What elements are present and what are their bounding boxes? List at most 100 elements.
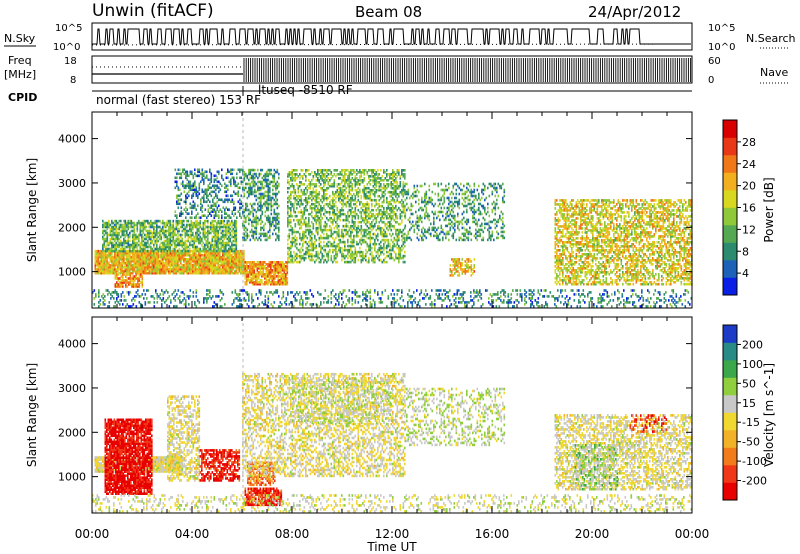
- data-cell: [220, 243, 223, 247]
- data-cell: [225, 265, 227, 269]
- data-cell: [383, 190, 385, 194]
- data-cell: [350, 196, 352, 200]
- data-cell: [293, 194, 295, 198]
- data-cell: [141, 275, 144, 278]
- data-cell: [240, 176, 243, 180]
- data-cell: [296, 194, 298, 198]
- data-cell: [153, 271, 155, 275]
- data-cell: [153, 261, 155, 265]
- data-cell: [136, 247, 139, 251]
- data-cell: [116, 281, 118, 284]
- data-cell: [311, 214, 313, 218]
- data-cell: [147, 263, 149, 267]
- data-cell: [251, 224, 253, 228]
- data-cell: [383, 228, 385, 232]
- data-cell: [114, 231, 116, 235]
- data-cell: [227, 214, 229, 217]
- data-cell: [136, 267, 139, 271]
- data-cell: [317, 206, 319, 210]
- data-cell: [148, 257, 151, 261]
- data-cell: [302, 169, 304, 172]
- data-cell: [210, 172, 213, 176]
- data-cell: [129, 257, 131, 261]
- data-cell: [287, 218, 289, 222]
- data-cell: [341, 202, 343, 206]
- data-cell: [300, 238, 303, 242]
- data-cell: [365, 258, 367, 262]
- data-cell: [144, 269, 146, 273]
- data-cell: [215, 204, 217, 208]
- data-cell: [171, 227, 173, 231]
- data-cell: [139, 265, 142, 269]
- data-cell: [133, 261, 136, 265]
- data-cell: [142, 267, 145, 271]
- data-cell: [228, 170, 231, 174]
- data-cell: [237, 249, 239, 253]
- data-cell: [278, 222, 280, 226]
- data-cell: [133, 233, 136, 237]
- data-cell: [183, 227, 185, 231]
- data-cell: [335, 196, 337, 200]
- data-cell: [345, 222, 348, 226]
- data-cell: [257, 208, 259, 212]
- data-cell: [123, 255, 125, 259]
- data-cell: [124, 245, 127, 249]
- data-cell: [156, 231, 158, 235]
- data-cell: [121, 269, 124, 273]
- data-cell: [156, 237, 158, 241]
- data-cell: [285, 269, 287, 272]
- data-cell: [180, 255, 182, 259]
- data-cell: [186, 245, 188, 249]
- data-cell: [306, 188, 309, 192]
- data-cell: [303, 230, 306, 234]
- data-cell: [357, 216, 360, 220]
- data-cell: [151, 263, 154, 267]
- data-cell: [387, 190, 390, 194]
- data-cell: [160, 241, 163, 245]
- data-cell: [220, 245, 223, 249]
- data-cell: [209, 168, 211, 172]
- data-cell: [99, 263, 101, 267]
- data-cell: [372, 192, 375, 196]
- data-cell: [383, 238, 385, 242]
- data-cell: [226, 231, 229, 235]
- data-cell: [145, 257, 148, 261]
- data-cell: [309, 258, 312, 262]
- data-cell: [163, 245, 166, 249]
- data-cell: [133, 255, 136, 259]
- data-cell: [336, 173, 339, 176]
- data-cell: [166, 243, 169, 247]
- data-cell: [311, 248, 313, 252]
- data-cell: [342, 236, 345, 240]
- data-cell: [169, 263, 172, 267]
- data-cell: [302, 238, 304, 242]
- data-cell: [154, 251, 157, 255]
- data-cell: [220, 235, 223, 239]
- data-cell: [339, 212, 342, 216]
- data-cell: [354, 196, 357, 200]
- data-cell: [293, 173, 295, 176]
- data-cell: [259, 271, 262, 274]
- data-cell: [339, 208, 342, 212]
- data-cell: [252, 282, 254, 286]
- data-cell: [245, 186, 247, 190]
- data-cell: [216, 225, 218, 229]
- data-cell: [276, 263, 278, 266]
- data-cell: [302, 183, 304, 186]
- data-cell: [278, 216, 280, 220]
- data-cell: [96, 251, 98, 255]
- data-cell: [169, 225, 172, 229]
- data-cell: [267, 194, 270, 198]
- data-cell: [263, 224, 265, 228]
- data-cell: [133, 237, 136, 241]
- data-cell: [178, 227, 181, 231]
- data-cell: [108, 251, 110, 255]
- data-cell: [207, 235, 209, 239]
- data-cell: [350, 210, 352, 214]
- data-cell: [363, 256, 366, 260]
- data-cell: [329, 200, 331, 204]
- data-cell: [308, 244, 310, 248]
- data-cell: [129, 277, 132, 280]
- data-cell: [169, 257, 172, 261]
- data-cell: [283, 269, 286, 272]
